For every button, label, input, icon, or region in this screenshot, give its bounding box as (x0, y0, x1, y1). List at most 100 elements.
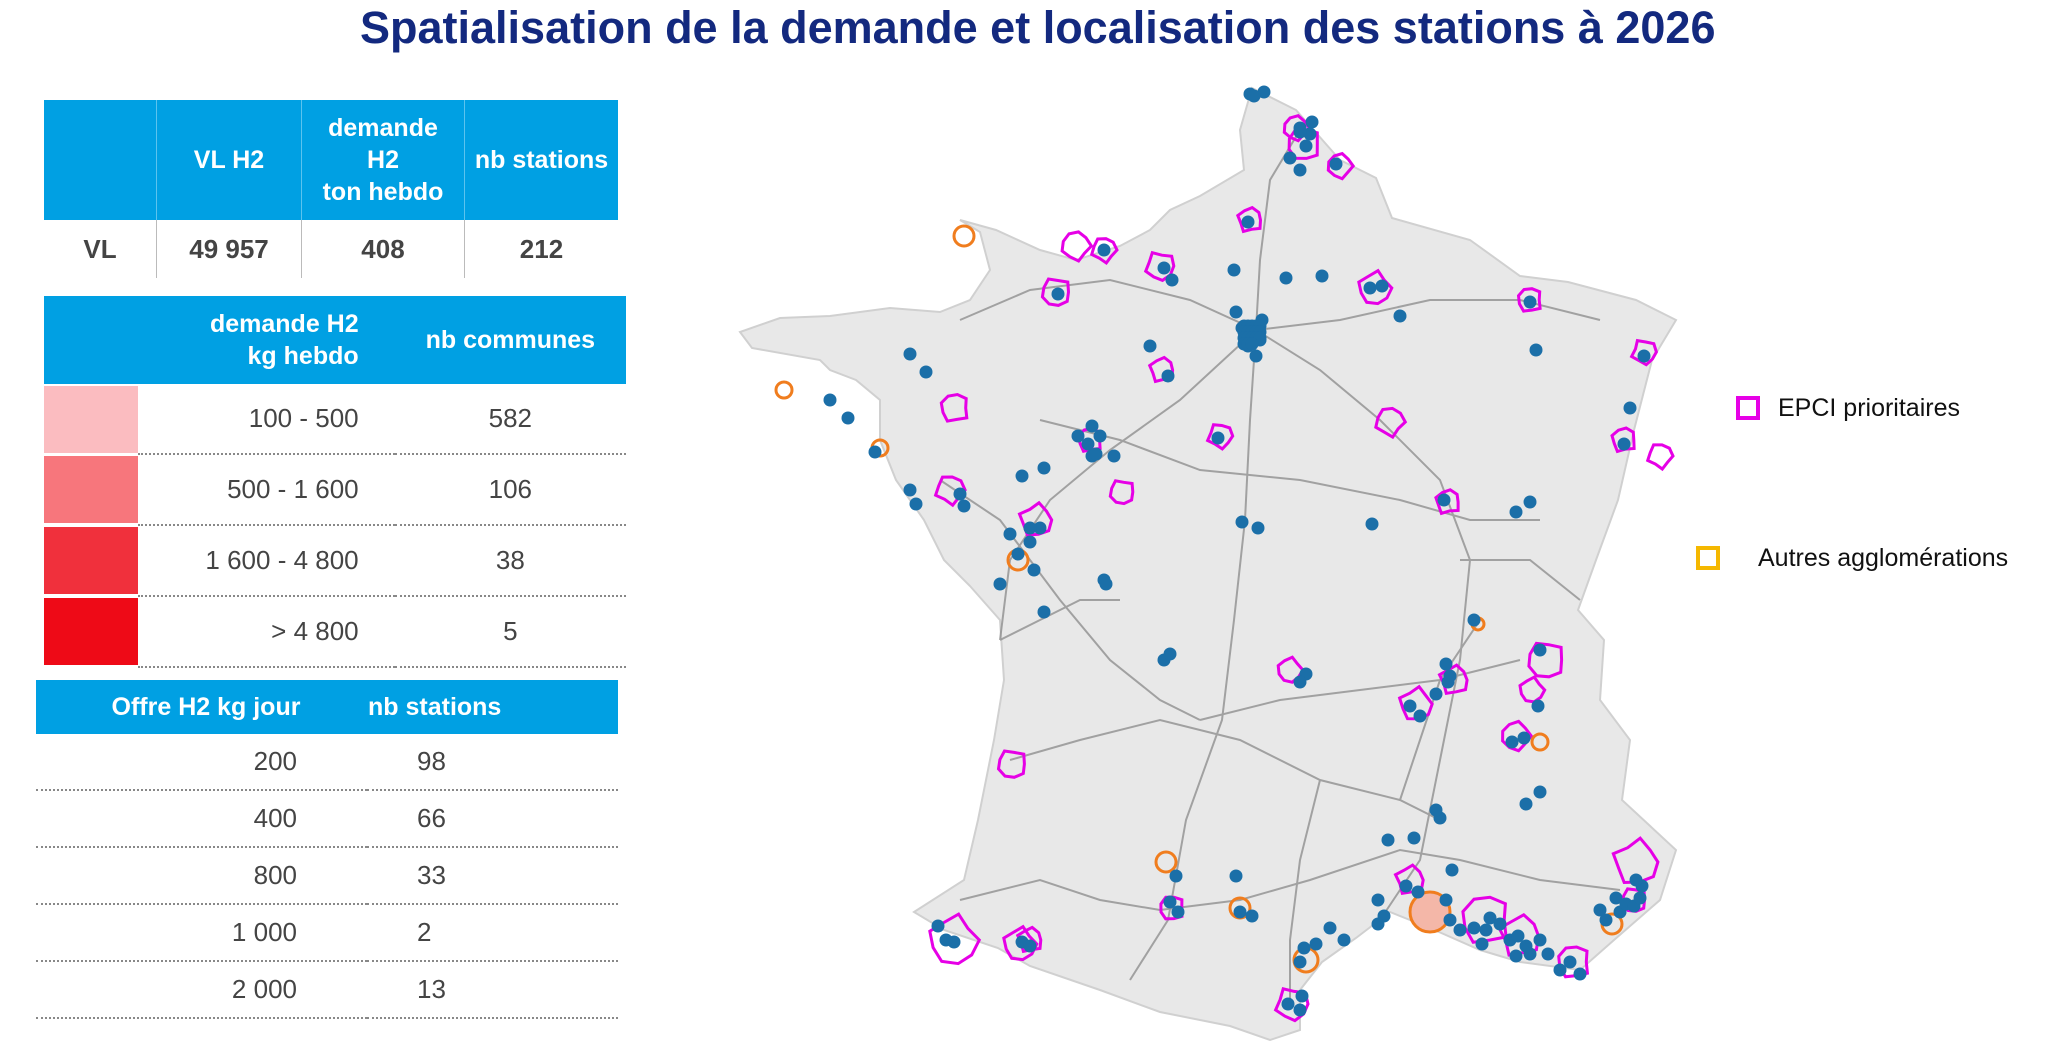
station-dot (1089, 447, 1103, 461)
table-header-row: VL H2 demande H2 ton hebdo nb stations (44, 100, 618, 220)
station-dot (1443, 913, 1457, 927)
station-dot (1479, 923, 1493, 937)
range-cell: 100 - 500 (138, 384, 395, 455)
road (1255, 299, 1601, 331)
station-dot (1533, 785, 1547, 799)
station-dot (1081, 437, 1095, 451)
station-dot (1257, 85, 1271, 99)
station-dot (1411, 885, 1425, 899)
station-dot (1093, 429, 1107, 443)
stations-cell: 13 (367, 961, 618, 1019)
station-dot (1593, 903, 1607, 917)
table-row: VL 49 957 408 212 (44, 220, 618, 278)
france-outline (738, 86, 1678, 1042)
count-cell: 106 (394, 454, 626, 526)
table-header-cell: nb stations (367, 680, 618, 734)
station-dot (1365, 517, 1379, 531)
table-header-cell: VL H2 (156, 100, 302, 220)
swatch-fill (44, 456, 138, 523)
station-dot (1617, 437, 1631, 451)
station-dot (1023, 939, 1037, 953)
swatch-fill (44, 385, 138, 453)
station-dot (1249, 349, 1263, 363)
station-dot (1467, 921, 1481, 935)
station-dot (1453, 923, 1467, 937)
epci-outline (1235, 205, 1263, 234)
table-row: 800 33 (36, 847, 618, 905)
road (999, 599, 1120, 641)
range-cell: > 4 800 (138, 596, 395, 668)
table-row: 2 000 13 (36, 961, 618, 1019)
station-dot (953, 487, 967, 501)
color-swatch (44, 454, 138, 525)
station-dot (1563, 955, 1577, 969)
station-dot (1235, 515, 1249, 529)
epci-outline (933, 475, 967, 508)
station-dot (1475, 937, 1489, 951)
station-dot (1163, 895, 1177, 909)
station-dot (1531, 699, 1545, 713)
offer-cell: 800 (36, 847, 367, 905)
road (1199, 659, 1521, 721)
station-dot (1165, 273, 1179, 287)
epci-outline (1374, 406, 1408, 440)
station-dot (1283, 151, 1297, 165)
station-dot (1071, 429, 1085, 443)
stations-value: 212 (519, 233, 564, 264)
count-cell: 582 (394, 384, 626, 455)
epci-outline (1501, 719, 1534, 753)
station-dot (1293, 163, 1307, 177)
station-dot (868, 445, 882, 459)
station-dot (903, 483, 917, 497)
station-dot (1233, 905, 1247, 919)
station-dot (1483, 911, 1497, 925)
legend-autres-label: Autres agglomérations (1758, 544, 2009, 572)
station-dot (1171, 905, 1185, 919)
epci-outline (1527, 641, 1564, 679)
offer-cell: 2 000 (36, 961, 367, 1019)
epci-outline (1461, 895, 1508, 944)
table-header-cell: demande H2 ton hebdo (301, 100, 465, 220)
epci-outline (1629, 338, 1659, 367)
station-dot (1309, 937, 1323, 951)
station-dot (1303, 127, 1317, 141)
station-dot (1541, 947, 1555, 961)
station-dot (1399, 879, 1413, 893)
stations-cell: 98 (367, 734, 618, 791)
count-cell: 5 (394, 596, 626, 668)
station-dot (1293, 955, 1307, 969)
station-dot (1429, 803, 1443, 817)
epci-outline (1326, 151, 1356, 181)
station-dot (919, 365, 933, 379)
road (1460, 559, 1581, 601)
table-header-cell (44, 296, 138, 384)
road (939, 479, 1201, 721)
station-dot (1297, 941, 1311, 955)
table-row: 400 66 (36, 790, 618, 848)
color-swatch (44, 596, 138, 667)
station-dot (1051, 287, 1065, 301)
swatch-fill (44, 527, 138, 594)
station-dot (1037, 461, 1051, 475)
table-header-cell: demande H2 kg hebdo (138, 296, 395, 384)
epci-outline (1205, 423, 1235, 451)
stations-cell: 66 (367, 790, 618, 848)
epci-outline (1610, 426, 1636, 454)
legend-autres-swatch (1696, 546, 1720, 570)
range-cell: 500 - 1 600 (138, 454, 395, 526)
station-dot (1085, 419, 1099, 433)
station-dot (1493, 917, 1507, 931)
station-dot (1511, 929, 1525, 943)
station-dot (1439, 657, 1453, 671)
offer-cell: 400 (36, 790, 367, 848)
station-dot (1413, 709, 1427, 723)
station-dot (1599, 913, 1613, 927)
station-dot (1245, 909, 1259, 923)
station-dot (1157, 261, 1171, 275)
demand-value: 408 (301, 220, 465, 278)
station-dot (1227, 263, 1241, 277)
station-dot (1371, 893, 1385, 907)
station-dot (1293, 1003, 1307, 1017)
station-dot (1375, 279, 1389, 293)
station-dot (957, 499, 971, 513)
